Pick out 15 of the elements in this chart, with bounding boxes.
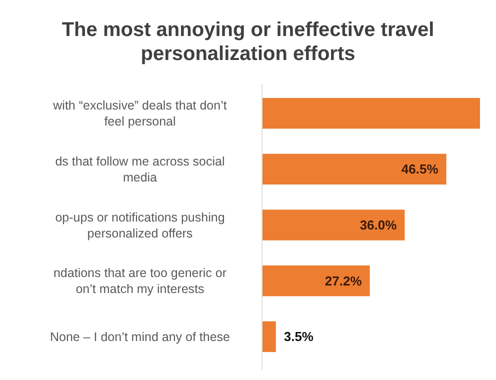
y-tick-label: with “exclusive” deals that don’t feel personal — [52, 98, 228, 129]
y-tick-label: None – I don’t mind any of these — [50, 330, 230, 344]
bar — [262, 98, 480, 129]
y-tick-label: ndations that are too generic or on’t match my interests — [53, 266, 227, 296]
bar — [262, 154, 446, 185]
y-tick-label: ds that follow me across social media — [55, 154, 225, 185]
data-label: 46.5% — [401, 162, 439, 177]
bar — [262, 210, 405, 240]
data-label: 3.5% — [284, 329, 314, 344]
bar — [262, 265, 370, 296]
bar — [262, 321, 276, 352]
y-tick-label: op-ups or notifications pushing personalized offers — [55, 210, 225, 240]
data-label: 27.2% — [324, 273, 362, 288]
chart-title: The most annoying or ineffective travel personalization efforts — [62, 19, 434, 65]
data-label: 36.0% — [360, 218, 398, 233]
